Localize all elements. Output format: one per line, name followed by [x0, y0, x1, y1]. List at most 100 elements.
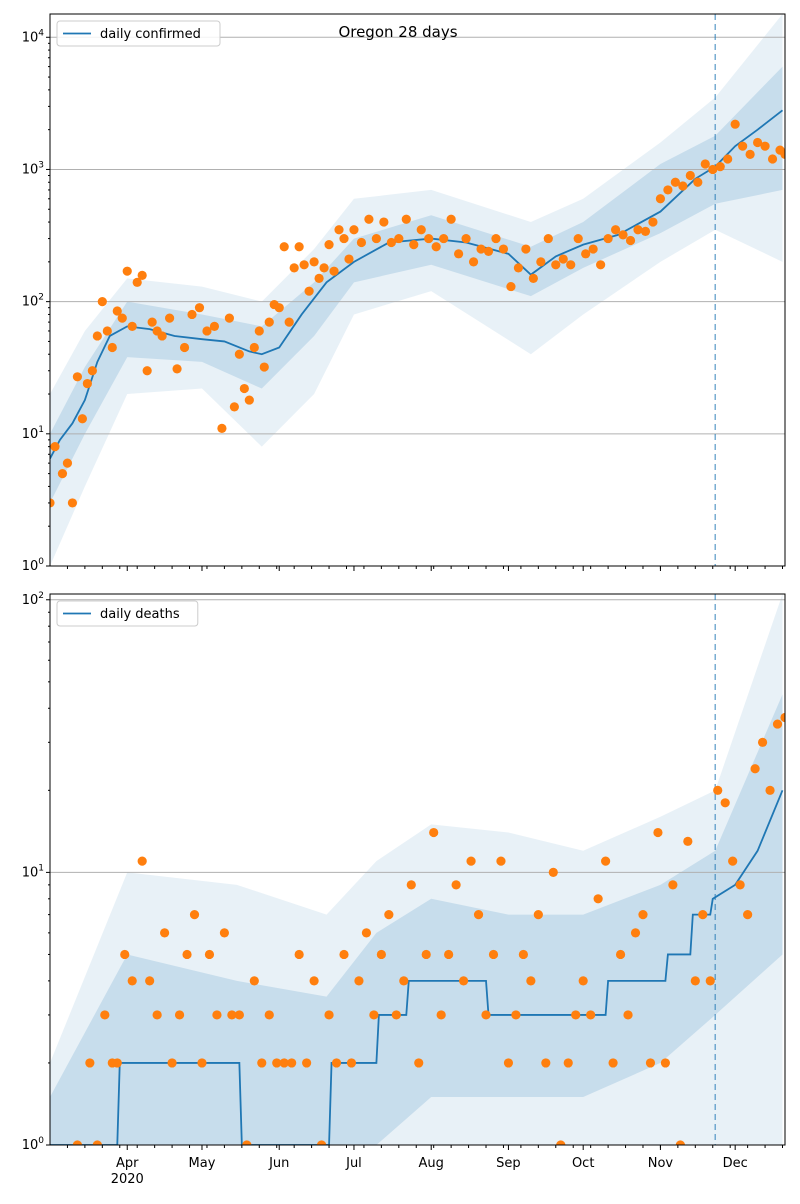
confirmed-observed-point — [446, 214, 456, 224]
confirmed-observed-point — [483, 246, 494, 256]
deaths-observed-point — [120, 949, 130, 960]
deaths-observed-point — [414, 1058, 424, 1068]
deaths-observed-point — [533, 910, 543, 920]
confirmed-observed-point — [77, 414, 87, 424]
deaths-observed-point — [429, 827, 439, 838]
confirmed-legend: daily confirmed — [56, 20, 221, 47]
confirmed-observed-point — [364, 214, 374, 224]
deaths-observed-point — [264, 1010, 274, 1020]
confirmed-observed-point — [87, 366, 97, 376]
confirmed-observed-point — [543, 233, 553, 244]
confirmed-legend-box — [56, 20, 221, 47]
deaths-observed-point — [167, 1058, 177, 1068]
confirmed-observed-point — [566, 260, 576, 270]
confirmed-observed-point — [132, 277, 142, 287]
deaths-observed-point — [601, 856, 611, 866]
confirmed-observed-point — [454, 249, 464, 259]
deaths-observed-point — [645, 1058, 656, 1068]
confirmed-observed-point — [249, 342, 259, 353]
confirmed-observed-point — [294, 242, 304, 252]
confirmed-observed-point — [708, 164, 718, 175]
confirmed-observed-point — [416, 225, 426, 235]
deaths-model-line — [50, 789, 784, 1145]
deaths-observed-point — [526, 976, 536, 986]
deaths-observed-point — [309, 976, 319, 986]
confirmed-observed-point — [92, 331, 102, 341]
deaths-observed-point — [503, 1058, 514, 1068]
confirmed-observed-point — [57, 469, 68, 479]
confirmed-observed-point — [738, 141, 748, 151]
confirmed-observed-point — [468, 257, 479, 267]
deaths-observed-point — [623, 1010, 633, 1020]
confirmed-observed-point — [424, 233, 434, 244]
figure-title: Oregon 28 days — [338, 23, 457, 41]
confirmed-observed-point — [663, 185, 673, 195]
deaths-observed-point — [444, 949, 454, 960]
confirmed-ytick-label: 102 — [22, 293, 44, 310]
deaths-observed-point — [578, 976, 588, 986]
confirmed-observed-point — [244, 395, 254, 405]
deaths-outer-band — [50, 594, 783, 1145]
confirmed-observed-point — [760, 141, 770, 151]
confirmed-observed-point — [558, 254, 568, 264]
confirmed-observed-point — [491, 233, 501, 244]
confirmed-observed-point — [122, 266, 132, 276]
deaths-observed-point — [698, 910, 708, 920]
deaths-observed-point — [451, 880, 461, 890]
confirmed-observed-point — [476, 244, 486, 254]
confirmed-observed-point — [603, 233, 613, 244]
confirmed-observed-point — [224, 313, 234, 323]
deaths-observed-point — [112, 1058, 122, 1068]
deaths-observed-point — [713, 785, 723, 795]
deaths-observed-point — [212, 1010, 222, 1020]
confirmed-observed-point — [147, 317, 157, 327]
confirmed-observed-point — [202, 326, 212, 336]
deaths-observed-point — [85, 1058, 95, 1068]
confirmed-observed-point — [752, 137, 763, 148]
deaths-observed-point — [160, 928, 170, 938]
deaths-observed-point — [339, 949, 349, 960]
deaths-observed-point — [361, 928, 372, 938]
deaths-observed-point — [548, 867, 558, 877]
confirmed-observed-point — [50, 498, 55, 508]
confirmed-observed-point — [625, 235, 636, 246]
confirmed-observed-point — [239, 383, 249, 394]
confirmed-observed-point — [304, 286, 314, 296]
deaths-observed-point — [406, 880, 416, 890]
confirmed-observed-point — [334, 225, 344, 235]
confirmed-observed-point — [229, 402, 239, 412]
confirmed-observed-point — [648, 217, 658, 227]
deaths-observed-point — [541, 1058, 551, 1068]
confirmed-observed-point — [551, 260, 561, 270]
confirmed-observed-point — [394, 233, 404, 244]
confirmed-observed-point — [528, 273, 538, 283]
deaths-legend-box — [56, 600, 199, 627]
confirmed-observed-point — [371, 233, 381, 244]
confirmed-observed-point — [299, 260, 309, 270]
deaths-observed-point — [145, 976, 155, 986]
confirmed-observed-point — [700, 159, 710, 169]
deaths-observed-point — [249, 976, 259, 986]
confirmed-observed-point — [67, 498, 78, 508]
deaths-observed-point — [346, 1058, 357, 1068]
confirmed-observed-point — [521, 244, 531, 254]
deaths-observed-point — [376, 949, 386, 960]
confirmed-observed-point — [102, 326, 112, 336]
deaths-xtick-label: May — [189, 1156, 216, 1171]
deaths-observed-point — [765, 785, 775, 795]
confirmed-observed-point — [274, 303, 284, 313]
confirmed-observed-point — [581, 249, 591, 259]
confirmed-observed-point — [498, 244, 509, 254]
deaths-observed-point — [127, 976, 137, 986]
deaths-observed-point — [182, 949, 192, 960]
confirmed-observed-point — [693, 177, 703, 187]
confirmed-observed-point — [596, 260, 606, 270]
deaths-observed-point — [189, 910, 200, 920]
deaths-observed-point — [675, 1140, 685, 1145]
deaths-observed-point — [556, 1140, 566, 1145]
deaths-observed-point — [660, 1058, 671, 1068]
deaths-observed-point — [608, 1058, 618, 1068]
confirmed-observed-point — [127, 321, 137, 331]
confirmed-observed-point — [409, 240, 419, 250]
